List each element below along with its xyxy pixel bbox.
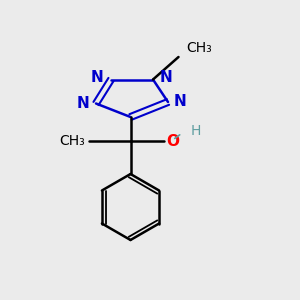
Text: O: O (166, 134, 179, 148)
Text: N: N (174, 94, 187, 110)
Text: N: N (77, 96, 89, 111)
Text: CH₃: CH₃ (186, 40, 212, 55)
Text: N: N (160, 70, 172, 85)
Text: CH₃: CH₃ (60, 134, 86, 148)
Text: N: N (91, 70, 103, 85)
Text: H: H (190, 124, 201, 138)
